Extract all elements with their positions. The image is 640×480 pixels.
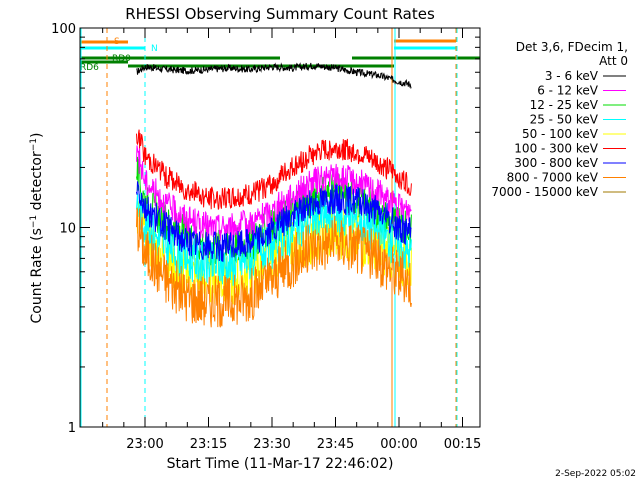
flag-label: N bbox=[151, 44, 158, 54]
flag-label: RD0 bbox=[112, 54, 131, 64]
legend-label: 25 - 50 keV bbox=[530, 113, 599, 127]
x-tick-label: 23:45 bbox=[317, 437, 354, 452]
flag-bars: S N RD0 RD6 bbox=[80, 37, 480, 73]
y-tick-label: 1 bbox=[68, 421, 76, 436]
series-line bbox=[136, 129, 412, 210]
y-axis-label: Count Rate (s−1 detector−1) bbox=[29, 133, 45, 324]
series-layer bbox=[136, 62, 412, 328]
x-tick-label: 00:00 bbox=[380, 437, 417, 452]
legend-label: 7000 - 15000 keV bbox=[491, 185, 598, 199]
footer-date: 2-Sep-2022 05:02 bbox=[555, 469, 636, 479]
legend-label: 6 - 12 keV bbox=[537, 84, 599, 98]
series-line bbox=[136, 207, 412, 328]
y-tick-label: 100 bbox=[51, 22, 76, 37]
legend-label: 50 - 100 keV bbox=[522, 127, 599, 141]
legend-header-line: Att 0 bbox=[599, 54, 628, 68]
legend-label: 800 - 7000 keV bbox=[507, 171, 599, 185]
x-tick-label: 23:00 bbox=[126, 437, 163, 452]
series-line bbox=[136, 181, 412, 262]
chart-title: RHESSI Observing Summary Count Rates bbox=[125, 5, 435, 23]
series-line bbox=[136, 201, 412, 305]
y-axis-label-exponent: −1 bbox=[29, 138, 39, 151]
y-axis: 1 10 100 bbox=[51, 22, 480, 436]
y-axis-label-exponent: −1 bbox=[29, 215, 39, 228]
x-tick-label: 00:15 bbox=[444, 437, 481, 452]
y-axis-label-part: ) bbox=[29, 133, 45, 138]
legend-label: 100 - 300 keV bbox=[514, 142, 598, 156]
x-tick-label: 23:30 bbox=[253, 437, 290, 452]
x-axis-label: Start Time (11-Mar-17 22:46:02) bbox=[167, 456, 394, 472]
legend-label: 300 - 800 keV bbox=[514, 156, 598, 170]
x-tick-label: 23:15 bbox=[190, 437, 227, 452]
series-line bbox=[136, 62, 412, 89]
flag-label: S bbox=[114, 37, 120, 47]
flag-label: RD6 bbox=[80, 63, 99, 73]
legend-label: 3 - 6 keV bbox=[545, 69, 599, 83]
y-axis-label-part: detector bbox=[29, 151, 45, 215]
y-axis-label-part: Count Rate (s bbox=[29, 228, 45, 323]
x-axis: 23:00 23:15 23:30 23:45 00:00 00:15 bbox=[102, 28, 481, 452]
legend-label: 12 - 25 keV bbox=[530, 98, 599, 112]
y-tick-label: 10 bbox=[59, 222, 76, 237]
legend-header-line: Det 3,6, FDecim 1, bbox=[516, 40, 628, 54]
series-line bbox=[136, 145, 412, 242]
